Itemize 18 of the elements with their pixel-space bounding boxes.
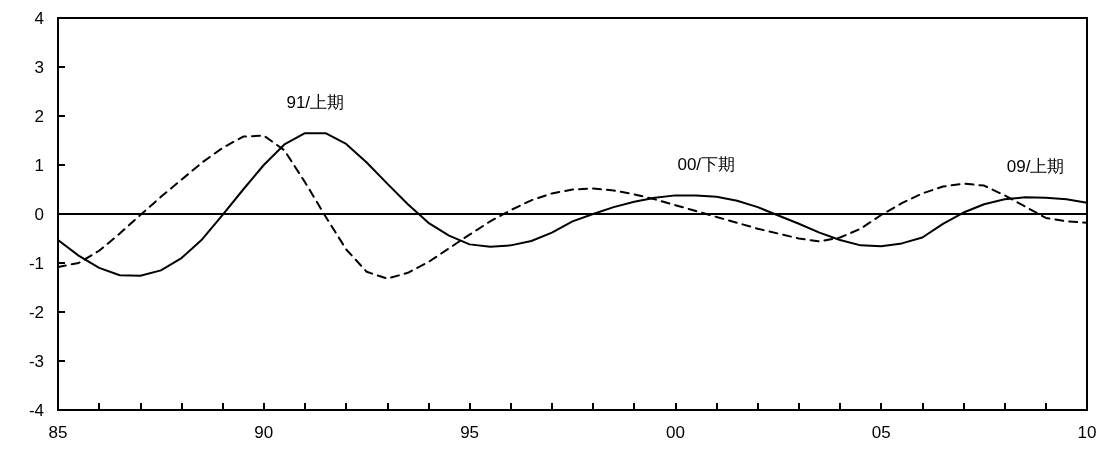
x-tick-label: 10: [1077, 423, 1097, 442]
annotation: 09/上期: [1006, 157, 1065, 177]
y-tick-label: -3: [28, 351, 44, 371]
annotation: 00/下期: [677, 155, 736, 175]
y-tick-label: 0: [34, 204, 44, 224]
x-tick-label: 90: [254, 423, 274, 442]
y-tick-label: 4: [34, 8, 44, 28]
y-tick-label: 1: [34, 155, 44, 175]
y-tick-label: -1: [28, 253, 44, 273]
x-tick-label: 05: [871, 423, 891, 442]
y-tick-label: -4: [28, 400, 44, 420]
y-tick-label: 3: [34, 57, 44, 77]
x-tick-label: 00: [665, 423, 685, 442]
x-tick-label: 95: [460, 423, 480, 442]
annotation: 91/上期: [286, 93, 345, 113]
x-tick-label: 85: [48, 423, 68, 442]
y-tick-label: 2: [34, 106, 44, 126]
y-tick-label: -2: [28, 302, 44, 322]
